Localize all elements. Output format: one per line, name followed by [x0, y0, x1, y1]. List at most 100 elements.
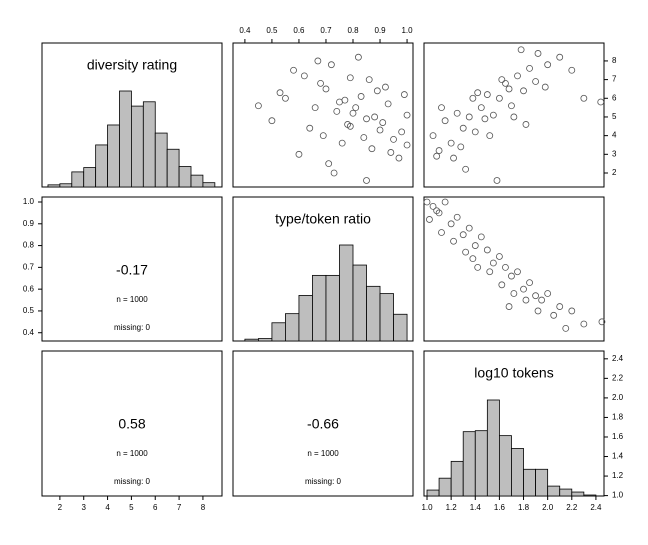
scatter-point	[465, 113, 473, 121]
tick-label: 1.0	[612, 491, 624, 500]
scatter-point	[306, 124, 314, 132]
histogram-bar	[325, 274, 340, 342]
histogram-bar	[166, 148, 180, 188]
scatter-point	[447, 139, 455, 147]
tick-label: 2.4	[612, 354, 624, 363]
scatter-point	[469, 94, 477, 102]
histogram-bar	[499, 435, 512, 497]
scatter-point	[486, 132, 494, 140]
scatter-point	[450, 237, 457, 245]
tick-label: 0.8	[23, 241, 35, 250]
histogram-bar	[95, 144, 108, 188]
scatter-point	[403, 111, 411, 119]
scatter-point	[363, 115, 370, 123]
histogram-bar	[547, 485, 561, 497]
histogram-bar	[474, 430, 488, 497]
scatter-point	[453, 213, 461, 221]
scatter-point	[562, 324, 570, 332]
scatter-point	[365, 76, 373, 84]
scatter-point	[360, 134, 368, 141]
scatter-point	[489, 111, 497, 119]
histogram-bar	[71, 171, 85, 188]
histogram-bar	[119, 90, 132, 188]
histogram-bar	[154, 132, 168, 188]
tick-label: 0.6	[23, 284, 35, 293]
scatter-point	[522, 296, 530, 304]
scatter-point	[508, 102, 515, 110]
scatter-point	[268, 117, 276, 125]
tick-label: 8	[201, 503, 206, 512]
scatter-point	[580, 320, 588, 328]
scatter-point	[441, 117, 449, 125]
scatter-point	[520, 87, 527, 95]
tick-label: 4	[105, 503, 110, 512]
scatter-point	[441, 198, 449, 206]
tick-label: 1.0	[401, 26, 413, 35]
histogram-bar	[47, 184, 61, 188]
scatter-point	[346, 122, 354, 130]
scatter-point	[325, 160, 333, 168]
panel-frame	[232, 42, 414, 188]
scatter-point	[520, 285, 527, 293]
scatter-point	[276, 89, 284, 97]
histogram-bar	[312, 274, 327, 342]
tick-label: 7	[177, 503, 182, 512]
tick-label: 5	[129, 503, 134, 512]
scatter-point	[330, 169, 338, 177]
scatter-point	[349, 109, 357, 117]
scatter-point	[290, 66, 297, 74]
tick-label: 2	[58, 503, 63, 512]
histogram-bar	[393, 313, 408, 342]
tick-label: 2.0	[612, 393, 624, 402]
scatter-point	[526, 279, 533, 287]
scatter-point	[526, 65, 533, 72]
scatter-point	[341, 96, 349, 104]
tick-label: 0.7	[320, 26, 332, 35]
scatter-point	[368, 145, 376, 153]
scatter-point	[376, 126, 384, 134]
tick-label: 1.2	[446, 503, 458, 512]
scatter-point	[550, 311, 558, 319]
scatter-point	[517, 46, 525, 54]
tick-label: 5	[612, 112, 617, 121]
scatter-point	[493, 177, 501, 184]
tick-label: 3	[612, 149, 617, 158]
scatter-point	[317, 79, 324, 87]
scatter-point	[426, 216, 433, 223]
scatter-point	[462, 165, 470, 173]
tick-label: 0.9	[374, 26, 386, 35]
histogram-bar	[142, 101, 156, 188]
scatter-point	[373, 87, 381, 95]
scatter-point	[598, 318, 606, 326]
scatter-point	[508, 272, 515, 280]
tick-label: 2.4	[590, 503, 602, 512]
histogram-bar	[298, 295, 313, 342]
scatter-point	[398, 128, 406, 136]
scatter-point	[357, 93, 365, 100]
scatter-point	[447, 220, 455, 228]
tick-label: 6	[612, 93, 617, 102]
scatter-point	[352, 104, 360, 112]
scatter-point	[477, 104, 485, 112]
scatter-point	[496, 253, 503, 260]
tick-label: 0.9	[23, 219, 35, 228]
scatter-point	[319, 132, 327, 140]
tick-label: 0.4	[239, 26, 251, 35]
scatter-point	[459, 231, 467, 239]
scatter-point	[505, 85, 513, 93]
scatter-point	[295, 150, 303, 158]
scatter-point	[435, 147, 443, 154]
tick-label: 7	[612, 75, 617, 84]
scatter-point	[541, 83, 549, 91]
scatter-point	[322, 85, 330, 93]
scatter-point	[486, 268, 494, 276]
tick-label: 1.4	[612, 452, 624, 461]
histogram-bar	[511, 448, 524, 497]
histogram-bar	[285, 313, 300, 342]
scatter-point	[471, 242, 479, 249]
tick-label: 2.0	[542, 503, 554, 512]
scatter-point	[314, 57, 322, 65]
scatter-point	[481, 115, 489, 123]
